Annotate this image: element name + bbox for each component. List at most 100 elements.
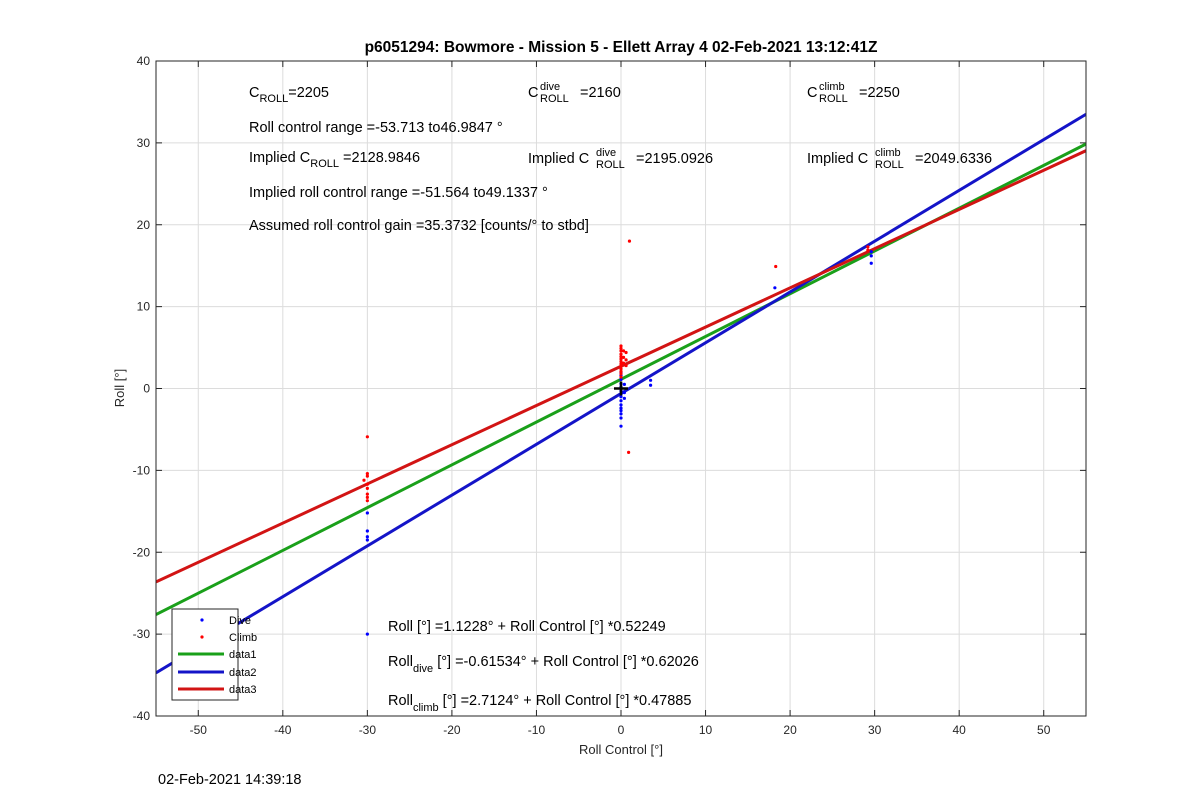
dive-point xyxy=(619,416,623,420)
climb-point xyxy=(619,364,623,368)
x-tick-label: 0 xyxy=(618,723,625,737)
annotation-c-roll: CROLL=2205 xyxy=(249,85,329,105)
y-tick-label: 0 xyxy=(143,382,150,396)
legend: Dive Climb data1 data2 data3 xyxy=(171,608,257,701)
dive-point xyxy=(619,409,623,413)
legend-label-climb: Climb xyxy=(229,632,257,644)
climb-point xyxy=(619,369,623,373)
legend-label-data2: data2 xyxy=(229,667,257,679)
climb-point xyxy=(619,357,623,361)
dive-point xyxy=(619,399,623,403)
y-tick-label: -20 xyxy=(133,545,151,559)
y-tick-label: 10 xyxy=(137,300,151,314)
climb-point xyxy=(627,239,632,243)
dive-point xyxy=(622,382,626,387)
legend-marker-climb xyxy=(200,635,204,639)
y-tick-label: -10 xyxy=(133,463,151,477)
climb-point xyxy=(365,482,369,486)
climb-point xyxy=(619,359,623,364)
climb-point xyxy=(365,472,369,476)
dive-point xyxy=(619,406,623,410)
climb-point xyxy=(619,375,623,379)
climb-point xyxy=(619,344,623,348)
climb-point xyxy=(365,499,369,503)
climb-point xyxy=(365,486,369,490)
climb-point xyxy=(365,492,369,496)
dive-point xyxy=(773,286,777,290)
y-tick-label: 20 xyxy=(137,218,151,232)
x-tick-label: -30 xyxy=(359,723,377,737)
legend-marker-dive xyxy=(200,618,204,622)
climb-point xyxy=(619,349,623,353)
dive-point xyxy=(622,396,626,400)
x-tick-label: 20 xyxy=(783,723,797,737)
y-tick-label: -30 xyxy=(133,627,151,641)
dive-point xyxy=(622,390,626,395)
annotation-gain: Assumed roll control gain =35.3732 [coun… xyxy=(249,218,589,234)
print-timestamp: 02-Feb-2021 14:39:18 xyxy=(158,772,302,788)
annotation-roll-control-range: Roll control range =-53.713 to46.9847 ° xyxy=(249,120,503,136)
annotation-fit-climb: Rollclimb [°] =2.7124° + Roll Control [°… xyxy=(388,693,691,714)
legend-label-data3: data3 xyxy=(229,684,257,696)
climb-point xyxy=(365,435,369,439)
dive-point xyxy=(619,403,623,407)
y-tick-label: 30 xyxy=(137,136,151,150)
climb-point xyxy=(624,350,628,355)
x-axis-label: Roll Control [°] xyxy=(579,742,663,757)
dive-point xyxy=(619,377,623,382)
dive-point xyxy=(619,395,623,399)
y-axis-label: Roll [°] xyxy=(112,369,127,407)
climb-point xyxy=(621,361,626,365)
dive-point xyxy=(619,424,623,428)
x-tick-label: 40 xyxy=(953,723,967,737)
y-tick-label: -40 xyxy=(133,709,151,723)
climb-point xyxy=(866,245,870,249)
dive-point xyxy=(619,412,623,416)
climb-point xyxy=(365,474,369,478)
climb-point xyxy=(774,264,778,269)
y-tick-label: 40 xyxy=(137,54,151,68)
annotation-implied-roll-range: Implied roll control range =-51.564 to49… xyxy=(249,185,548,201)
annotation-implied-c-roll: Implied CROLL =2128.9846 xyxy=(249,150,420,170)
legend-label-dive: Dive xyxy=(229,615,251,627)
climb-point xyxy=(365,495,369,499)
x-tick-label: -10 xyxy=(528,723,546,737)
climb-point xyxy=(619,372,623,376)
dive-point xyxy=(648,378,653,382)
climb-point xyxy=(624,358,628,362)
climb-point xyxy=(619,346,623,350)
annotation-fit-dive: Rolldive [°] =-0.61534° + Roll Control [… xyxy=(388,654,699,675)
dive-point xyxy=(648,383,653,387)
climb-point xyxy=(621,349,626,353)
climb-point xyxy=(619,362,623,366)
dive-point xyxy=(869,254,873,258)
dive-point xyxy=(869,250,873,254)
ticks: -50 -40 -30 -20 -10 0 10 20 30 40 50 -40 -30 -20 -10 0 1… xyxy=(133,54,1086,737)
x-tick-label: 10 xyxy=(699,723,713,737)
climb-point xyxy=(619,352,623,356)
annotation-fit-all: Roll [°] =1.1228° + Roll Control [°] *0.… xyxy=(388,619,666,635)
x-tick-label: -20 xyxy=(443,723,461,737)
climb-point xyxy=(362,478,366,482)
climb-point xyxy=(627,450,631,454)
climb-point xyxy=(624,363,628,368)
dive-point xyxy=(869,261,873,265)
x-tick-label: -50 xyxy=(190,723,208,737)
climb-point xyxy=(866,248,870,252)
x-tick-label: -40 xyxy=(274,723,292,737)
climb-point xyxy=(621,355,626,359)
dive-point xyxy=(365,511,369,515)
dive-point xyxy=(365,632,369,636)
x-tick-label: 50 xyxy=(1037,723,1051,737)
climb-point xyxy=(619,367,623,371)
dive-point xyxy=(365,538,369,542)
x-tick-label: 30 xyxy=(868,723,882,737)
climb-point xyxy=(619,354,623,359)
legend-label-data1: data1 xyxy=(229,649,257,661)
dive-point xyxy=(365,529,369,533)
